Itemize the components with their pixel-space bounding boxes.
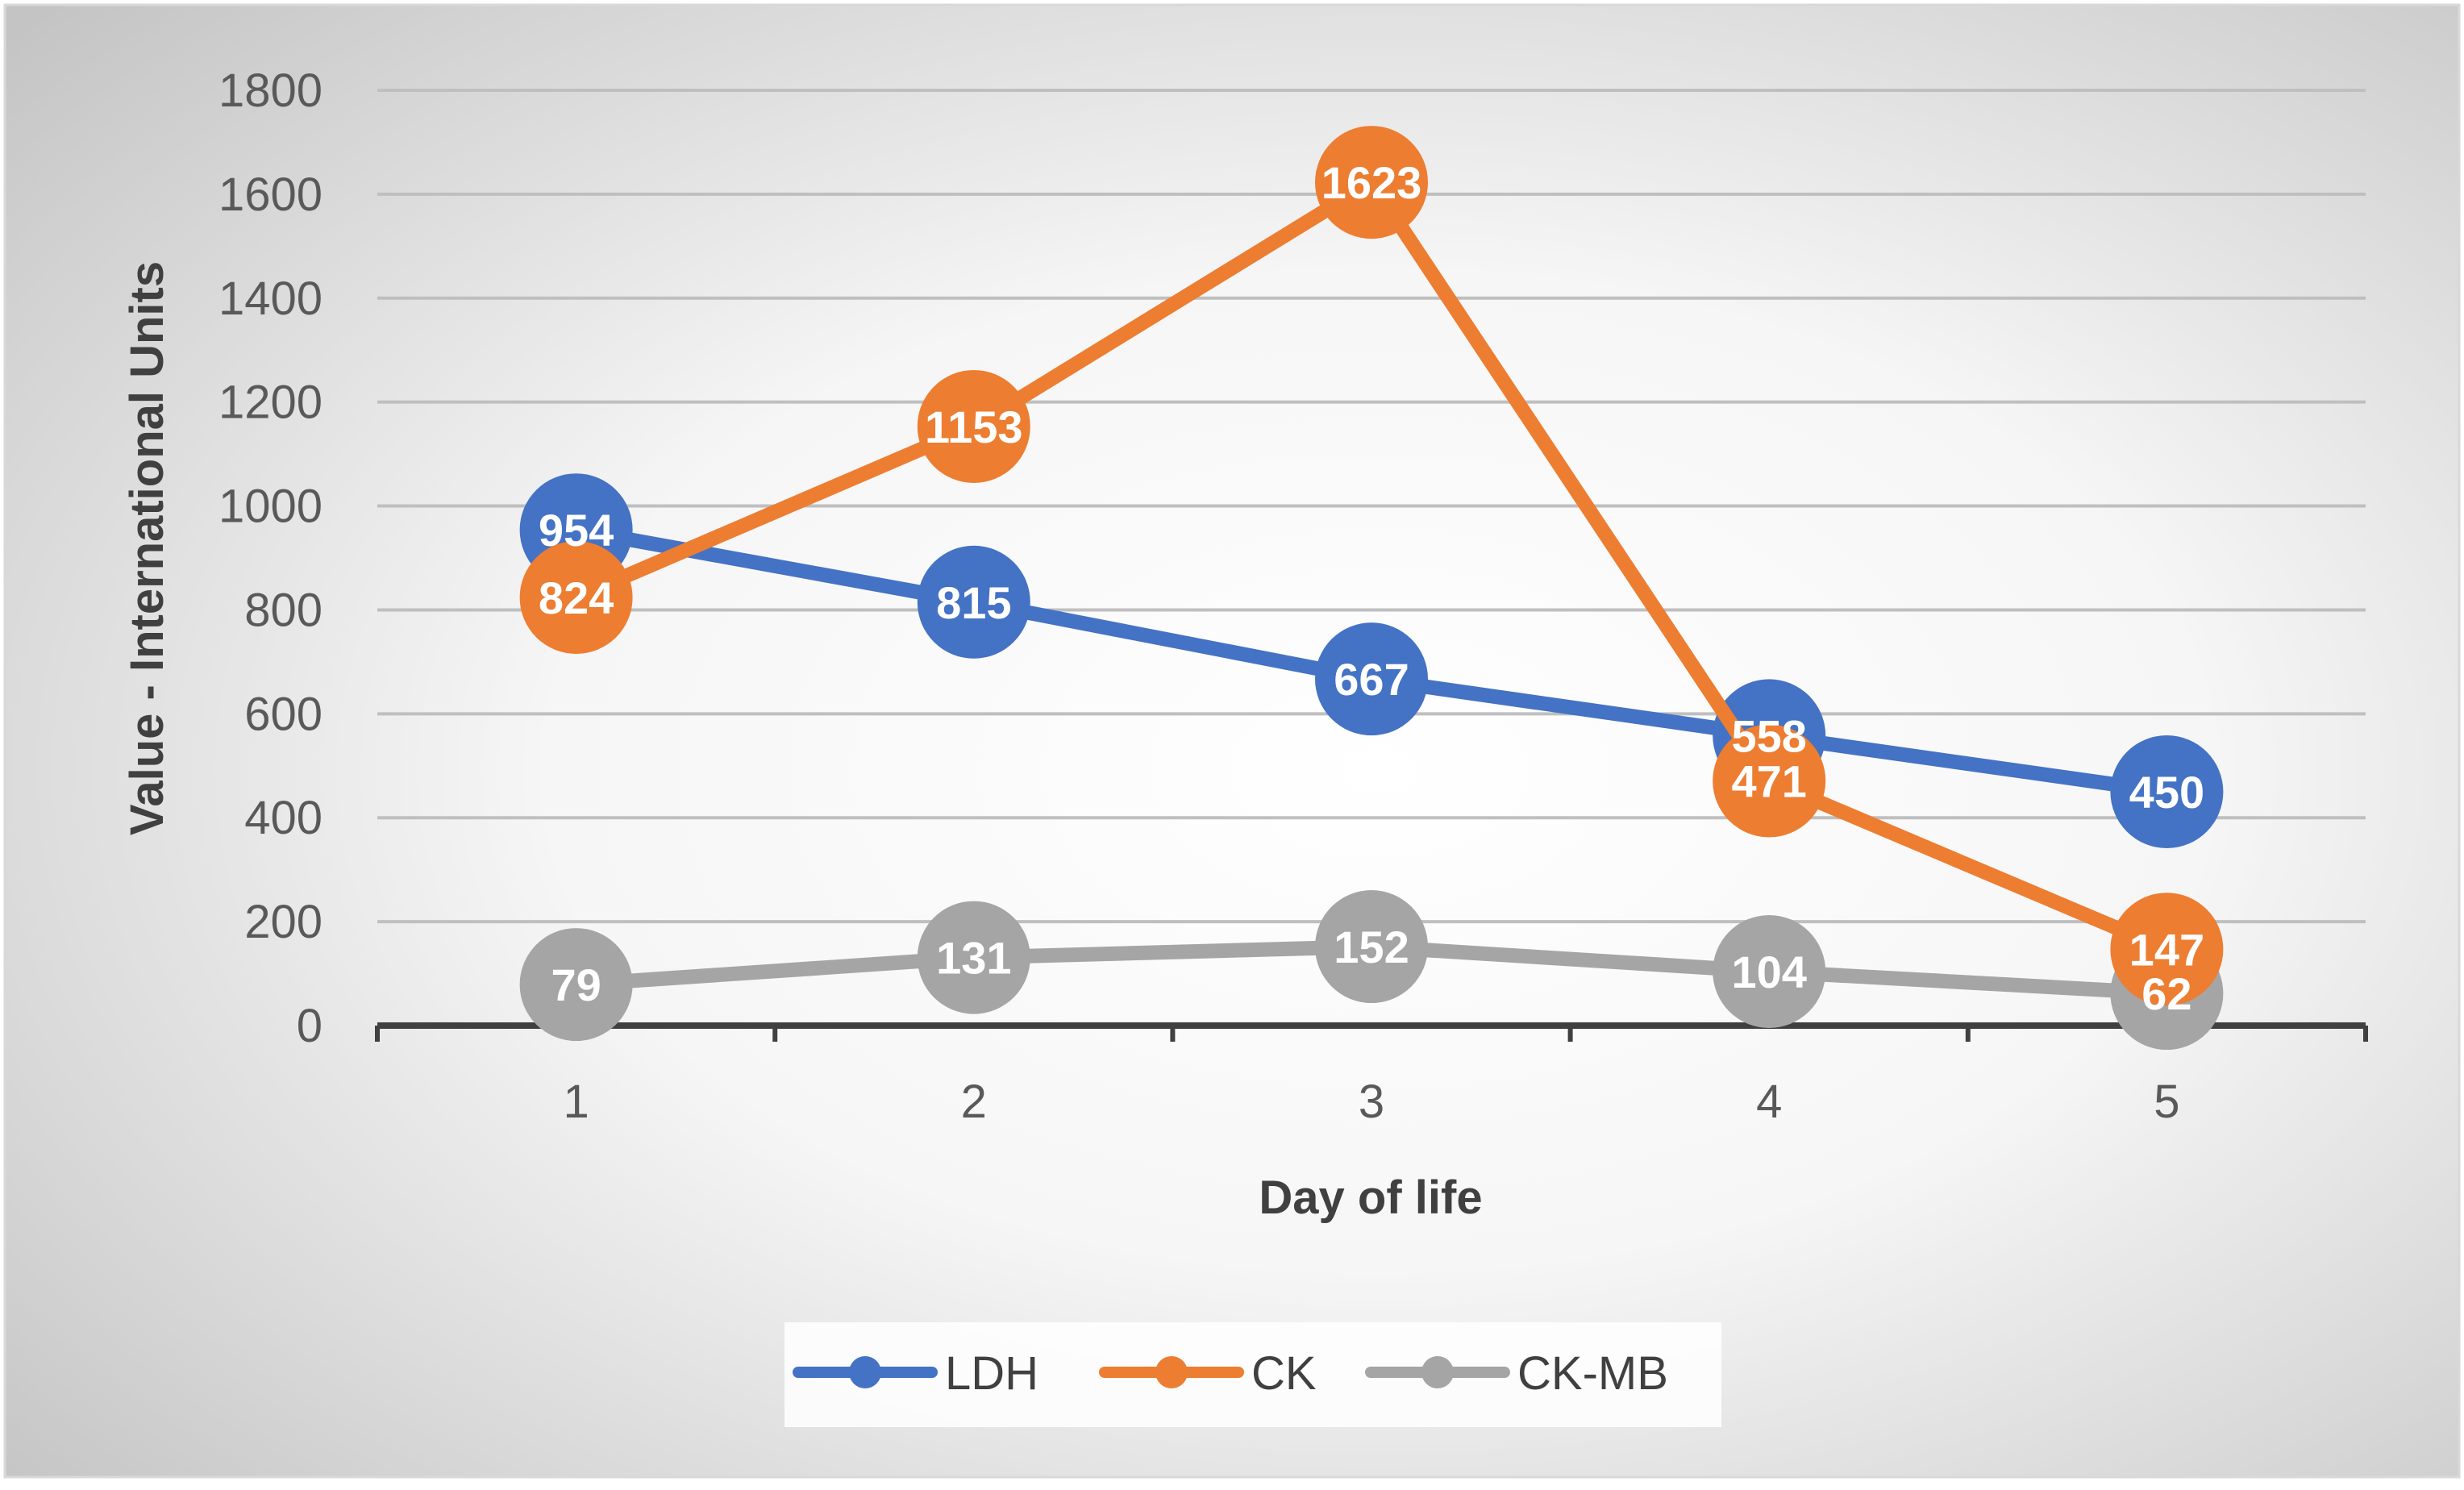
data-label-ldh: 450 [2129,767,2204,818]
y-tick-label: 0 [297,1000,323,1052]
legend: LDH CK CK-MB [793,1347,1668,1400]
data-label-ldh: 667 [1334,654,1409,705]
axes: 0 200 400 600 800 1000 1200 1400 1600 1800 1 2 3 4 5 [219,65,2368,1128]
data-point-ldh [917,545,1030,659]
data-point-ldh [1315,622,1428,736]
data-label-ck-mb: 131 [936,933,1011,984]
data-label-ck: 1623 [1321,157,1422,208]
data-point-ck-mb [1315,890,1428,1004]
data-labels: 79 131 152 104 62 954 815 667 558 450 824 1153 1623 4… [539,157,2204,1019]
data-label-ldh: 815 [936,577,1011,628]
chart-background [3,3,2461,1479]
x-tick-label: 1 [563,1076,589,1128]
y-tick-label: 1800 [219,65,323,117]
legend-item-ck: CK [1099,1347,1317,1400]
legend-item-ldh: LDH [793,1347,1038,1400]
data-point-ck [2110,893,2224,1006]
data-point-ck [519,540,633,654]
data-label-ck-mb: 152 [1334,922,1409,972]
data-point-ck [1713,724,1826,838]
data-point-ck-mb [917,901,1030,1014]
y-tick-label: 400 [244,792,323,844]
x-axis-title: Day of life [1259,1172,1482,1224]
x-tick-label: 3 [1359,1076,1384,1128]
data-label-ck: 147 [2129,924,2204,975]
data-label-ck-mb: 79 [551,959,601,1010]
legend-label: CK-MB [1517,1347,1668,1400]
legend-background [785,1322,1721,1427]
x-tick-label: 5 [2154,1076,2179,1128]
data-label-ck: 1153 [925,402,1023,452]
legend-label: LDH [945,1347,1038,1400]
data-point-ldh [2110,735,2224,848]
data-label-ldh: 558 [1731,710,1806,761]
data-label-ck-mb: 104 [1731,947,1806,997]
data-point-ck-mb [519,928,633,1042]
data-label-ck-mb: 62 [2141,968,2191,1019]
data-point-ck [1315,126,1428,239]
y-tick-label: 800 [244,584,323,636]
series [519,126,2224,1051]
legend-label: CK [1251,1347,1317,1400]
data-label-ldh: 954 [539,505,614,556]
data-point-ck [917,369,1030,483]
y-tick-label: 1600 [219,169,323,221]
y-tick-label: 1000 [219,481,323,533]
legend-swatch-marker [1155,1356,1188,1388]
legend-swatch-marker [1421,1356,1454,1388]
y-axis-title: Value - International Units [121,261,173,835]
data-point-ck-mb [1713,914,1826,1028]
legend-swatch-marker [849,1356,881,1388]
data-label-ck: 824 [539,572,614,623]
x-tick-label: 4 [1756,1076,1782,1128]
y-tick-label: 1200 [219,377,323,429]
y-tick-label: 600 [244,688,323,740]
x-tick-label: 2 [961,1076,987,1128]
y-tick-label: 1400 [219,273,323,325]
legend-item-ck-mb: CK-MB [1365,1347,1668,1400]
y-tick-label: 200 [244,896,323,948]
data-label-ck: 471 [1731,755,1806,806]
